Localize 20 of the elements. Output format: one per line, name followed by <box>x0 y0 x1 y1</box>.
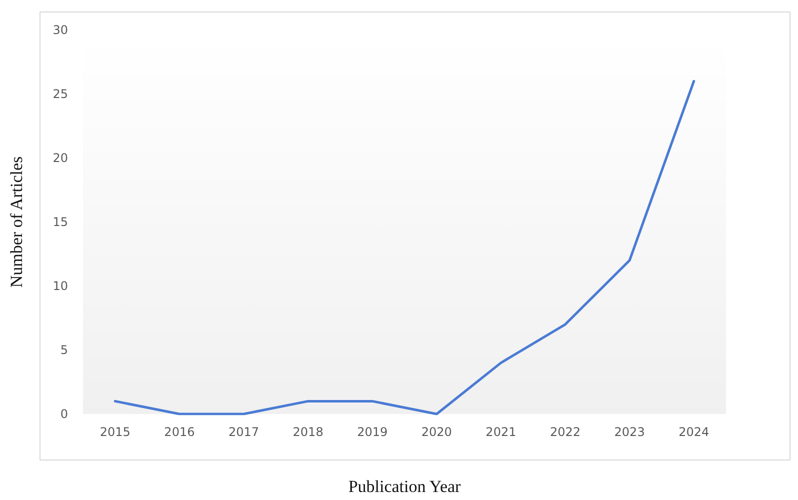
line-series <box>114 80 696 416</box>
x-axis-title: Publication Year <box>348 477 462 496</box>
y-axis-title: Number of Articles <box>7 156 26 288</box>
x-tick-label: 2021 <box>486 425 516 439</box>
y-tick-label: 0 <box>60 407 68 421</box>
y-tick-label: 20 <box>52 151 68 165</box>
x-tick-label: 2020 <box>421 425 452 439</box>
x-tick-label: 2019 <box>357 425 388 439</box>
x-tick-label: 2018 <box>292 425 324 439</box>
x-tick-label: 2022 <box>550 425 581 439</box>
x-tick-label: 2016 <box>164 425 195 439</box>
y-tick-label: 5 <box>60 343 68 357</box>
y-tick-label: 15 <box>52 215 68 229</box>
x-tick-label: 2023 <box>614 425 645 439</box>
x-tick-label: 2024 <box>678 425 710 439</box>
y-tick-label: 25 <box>52 87 68 101</box>
y-tick-label: 10 <box>52 279 68 293</box>
x-tick-label: 2015 <box>100 425 130 439</box>
y-tick-label: 30 <box>52 23 68 37</box>
x-tick-label: 2017 <box>228 425 260 439</box>
